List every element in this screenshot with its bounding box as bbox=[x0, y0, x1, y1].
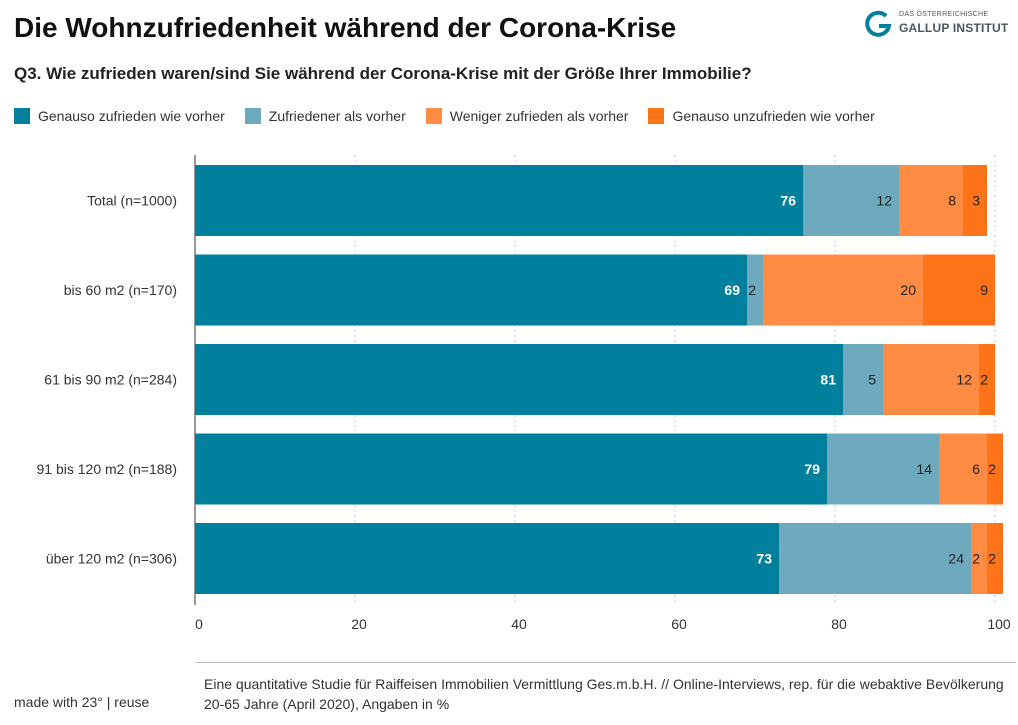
legend-swatch bbox=[648, 108, 665, 124]
legend-item: Genauso zufrieden wie vorher bbox=[14, 108, 225, 124]
data-label: 14 bbox=[916, 461, 932, 477]
bar-segment bbox=[963, 165, 987, 236]
legend-label: Genauso unzufrieden wie vorher bbox=[672, 108, 875, 124]
x-tick-label: 20 bbox=[351, 616, 367, 632]
data-label: 2 bbox=[988, 461, 996, 477]
bar-segment bbox=[939, 433, 987, 505]
legend-label: Genauso zufrieden wie vorher bbox=[38, 108, 225, 124]
legend-item: Zufriedener als vorher bbox=[244, 108, 406, 124]
gallup-logo: DAS ÖSTERREICHISCHE GALLUP INSTITUT bbox=[864, 9, 1014, 39]
category-label: 91 bis 120 m2 (n=188) bbox=[37, 461, 177, 477]
legend: Genauso zufrieden wie vorher Zufriedener… bbox=[14, 108, 895, 124]
data-label: 73 bbox=[756, 551, 772, 567]
legend-item: Weniger zufrieden als vorher bbox=[425, 108, 629, 124]
logo-small-text: DAS ÖSTERREICHISCHE bbox=[899, 11, 989, 18]
bar-segment bbox=[195, 433, 827, 505]
legend-item: Genauso unzufrieden wie vorher bbox=[648, 108, 875, 124]
category-label: über 120 m2 (n=306) bbox=[46, 551, 177, 567]
footer-divider bbox=[196, 662, 1016, 663]
data-label: 9 bbox=[980, 282, 988, 298]
data-label: 5 bbox=[868, 372, 876, 388]
bar-segment bbox=[827, 433, 939, 505]
data-label: 20 bbox=[900, 282, 916, 298]
data-label: 79 bbox=[804, 461, 820, 477]
bar-segment bbox=[987, 523, 1003, 594]
data-label: 6 bbox=[972, 461, 980, 477]
data-label: 76 bbox=[780, 193, 796, 209]
data-label: 81 bbox=[820, 372, 836, 388]
bar-segment bbox=[195, 344, 843, 415]
legend-label: Weniger zufrieden als vorher bbox=[449, 108, 629, 124]
legend-swatch bbox=[14, 108, 30, 124]
data-label: 3 bbox=[972, 193, 980, 209]
x-tick-label: 40 bbox=[511, 616, 527, 632]
data-label: 12 bbox=[876, 193, 892, 209]
made-with-credit: made with 23° | reuse bbox=[14, 694, 150, 710]
bar-segment bbox=[979, 344, 995, 415]
category-label: 61 bis 90 m2 (n=284) bbox=[44, 372, 177, 388]
x-tick-label: 80 bbox=[831, 616, 847, 632]
category-label: Total (n=1000) bbox=[87, 193, 177, 209]
legend-label: Zufriedener als vorher bbox=[268, 108, 406, 124]
bar-segment bbox=[763, 254, 923, 326]
chart-subtitle: Q3. Wie zufrieden waren/sind Sie während… bbox=[14, 64, 752, 83]
footer-note: Eine quantitative Studie für Raiffeisen … bbox=[204, 676, 1004, 712]
data-label: 2 bbox=[988, 551, 996, 567]
bar-segment bbox=[195, 165, 803, 236]
bar-segment bbox=[987, 433, 1003, 505]
bar-segment bbox=[899, 165, 963, 236]
bar-segment bbox=[883, 344, 979, 415]
category-label: bis 60 m2 (n=170) bbox=[64, 282, 177, 298]
bar-segment bbox=[747, 254, 763, 326]
logo-big-text: GALLUP INSTITUT bbox=[899, 21, 1009, 35]
data-label: 2 bbox=[972, 551, 980, 567]
data-label: 12 bbox=[956, 372, 972, 388]
gallup-g-logo-icon bbox=[865, 10, 892, 37]
legend-swatch bbox=[425, 108, 442, 124]
data-label: 2 bbox=[748, 282, 756, 298]
data-label: 2 bbox=[980, 372, 988, 388]
bar-segment bbox=[195, 523, 779, 594]
x-tick-label: 0 bbox=[195, 616, 203, 632]
legend-swatch bbox=[244, 108, 261, 124]
bar-segment bbox=[779, 523, 971, 594]
data-label: 69 bbox=[724, 282, 740, 298]
bar-segment bbox=[803, 165, 899, 236]
data-label: 8 bbox=[948, 193, 956, 209]
x-tick-label: 60 bbox=[671, 616, 687, 632]
bar-segment bbox=[843, 344, 883, 415]
bar-segment bbox=[971, 523, 987, 594]
stacked-bar-chart: 0 20 40 60 80 100 Total (n=1000) 76 12 8 3 bis 60 m… bbox=[37, 155, 1011, 632]
bar-segment bbox=[923, 254, 995, 326]
chart-title: Die Wohnzufriedenheit während der Corona… bbox=[14, 12, 677, 43]
data-label: 24 bbox=[948, 551, 964, 567]
x-tick-label: 100 bbox=[987, 616, 1011, 632]
bar-segment bbox=[195, 254, 747, 326]
